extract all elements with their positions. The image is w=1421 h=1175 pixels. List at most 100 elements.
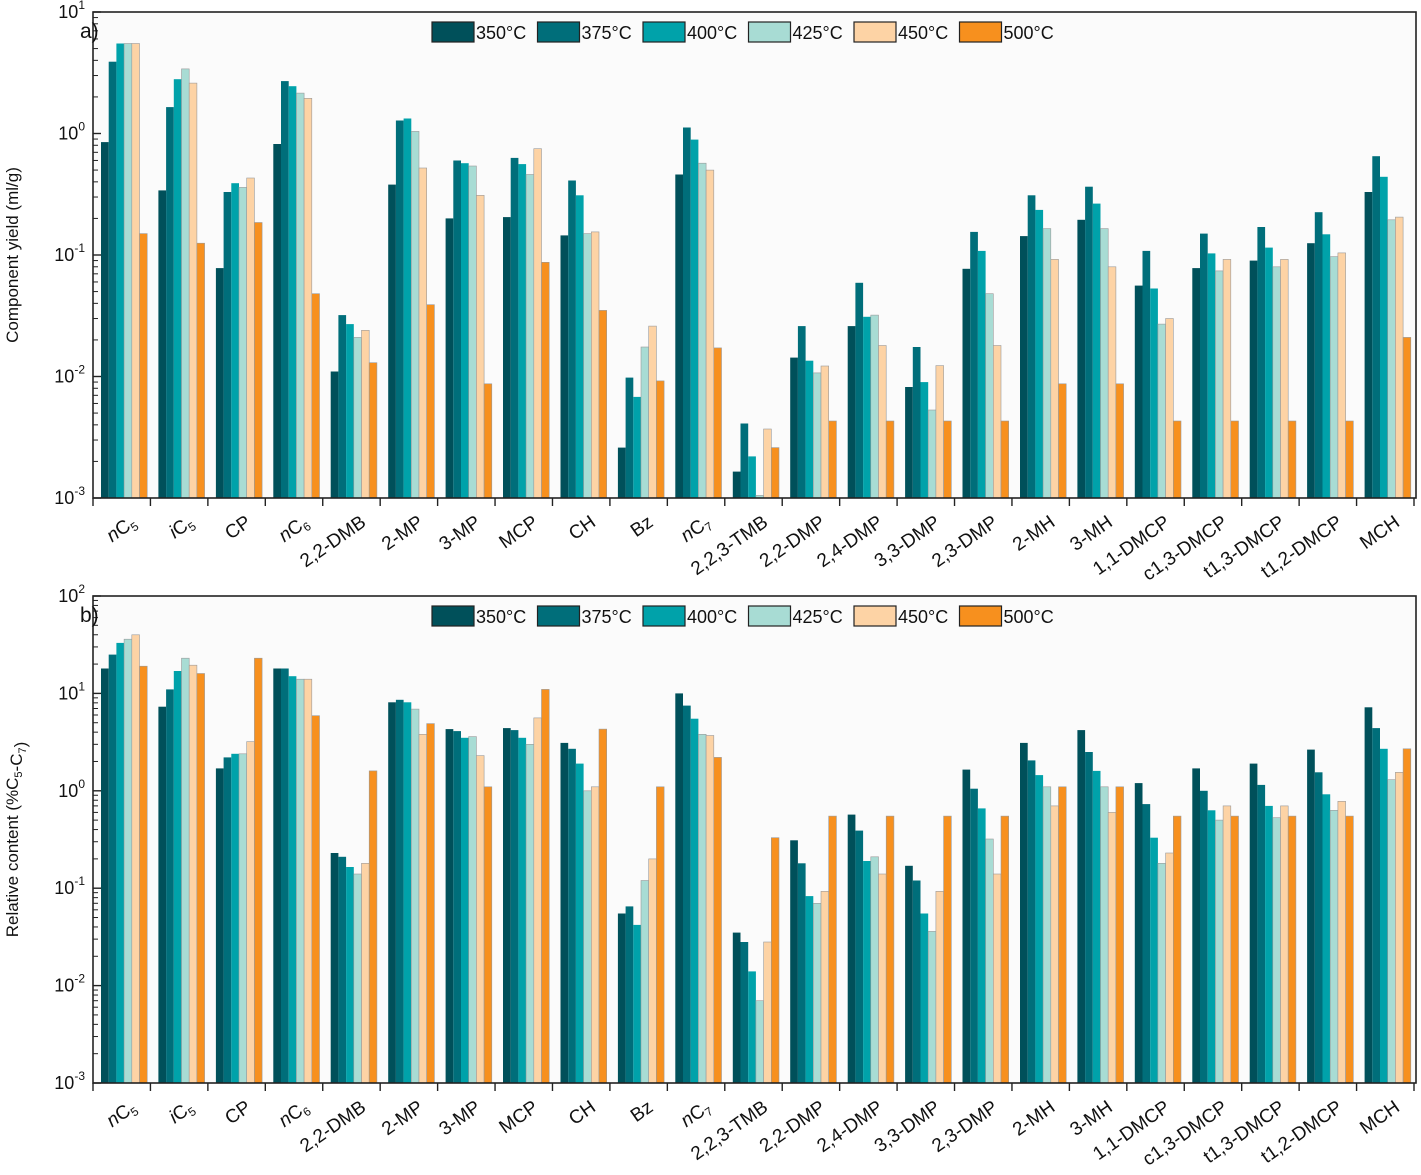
bar — [231, 753, 239, 1083]
bar — [797, 863, 806, 1083]
bar — [533, 717, 542, 1084]
bar — [223, 757, 232, 1083]
bar — [361, 862, 370, 1084]
bar — [640, 880, 649, 1084]
legend-label: 500°C — [1004, 607, 1054, 627]
bar — [1207, 253, 1216, 498]
bar — [426, 304, 435, 499]
bar — [525, 743, 535, 1084]
bar — [139, 665, 148, 1084]
bar — [108, 61, 117, 498]
bar — [1142, 804, 1151, 1083]
bar — [101, 142, 109, 498]
bar — [346, 324, 354, 498]
bar — [905, 865, 913, 1083]
bar — [1402, 748, 1412, 1084]
bar — [683, 705, 691, 1083]
bar — [1000, 420, 1009, 499]
bar — [985, 293, 994, 499]
bar — [1322, 234, 1331, 499]
bar — [705, 735, 715, 1084]
bar — [361, 329, 370, 499]
bar — [338, 315, 347, 498]
bar — [935, 890, 944, 1084]
bar — [246, 177, 255, 499]
bar — [353, 337, 362, 499]
bar — [418, 733, 427, 1084]
bar — [1287, 815, 1297, 1084]
bar — [713, 757, 722, 1084]
bar — [992, 345, 1002, 499]
bar — [790, 840, 798, 1083]
bar — [410, 131, 420, 499]
bar — [468, 736, 477, 1084]
bar — [970, 788, 978, 1083]
bar — [740, 423, 749, 498]
bar — [633, 396, 641, 498]
bar — [763, 428, 772, 499]
bar — [870, 314, 879, 499]
bar — [139, 233, 148, 499]
bar — [518, 164, 527, 498]
bar — [1372, 728, 1380, 1083]
bar — [583, 790, 592, 1084]
bar — [748, 456, 756, 498]
bar — [1085, 752, 1093, 1083]
y-tick-label: 10-2 — [54, 972, 85, 996]
bar — [905, 387, 913, 498]
y-tick-label: 10-3 — [54, 1069, 85, 1093]
bar — [1100, 786, 1109, 1084]
bar — [690, 718, 699, 1083]
bar — [1134, 285, 1143, 498]
bar — [713, 347, 722, 499]
legend-swatch — [853, 605, 897, 627]
bar — [116, 43, 125, 498]
bar — [166, 689, 174, 1083]
bar — [1173, 420, 1182, 499]
bar — [1027, 760, 1036, 1083]
legend-label: 450°C — [898, 23, 948, 43]
bar — [476, 195, 485, 499]
legend-swatch — [642, 21, 686, 43]
legend-swatch — [431, 605, 475, 627]
bar — [927, 931, 937, 1084]
bar — [812, 372, 822, 499]
bar — [912, 880, 921, 1083]
legend-swatch — [853, 21, 897, 43]
bar — [173, 671, 182, 1083]
legend-label: 375°C — [582, 607, 632, 627]
bar — [1272, 817, 1281, 1084]
bar — [770, 447, 780, 499]
bar — [503, 728, 511, 1083]
bar — [878, 873, 887, 1084]
bar — [403, 702, 412, 1083]
bar — [303, 98, 313, 499]
bar — [541, 689, 550, 1084]
bar — [812, 902, 822, 1084]
bar — [656, 380, 665, 499]
bar — [166, 107, 174, 498]
bar — [181, 657, 190, 1084]
legend-label: 400°C — [687, 23, 737, 43]
bar — [1058, 786, 1067, 1084]
bar — [1165, 318, 1174, 499]
bar — [656, 786, 665, 1084]
bar — [311, 293, 320, 499]
bar — [985, 838, 994, 1084]
bar — [732, 471, 741, 498]
bar — [992, 873, 1002, 1084]
bar — [445, 218, 454, 498]
legend-label: 400°C — [687, 607, 737, 627]
bar — [483, 786, 493, 1084]
bar — [690, 139, 699, 498]
y-axis-title: Component yield (ml/g) — [3, 167, 22, 343]
bar — [158, 706, 167, 1083]
bar — [847, 814, 856, 1083]
legend-swatch — [642, 605, 686, 627]
bar — [453, 160, 461, 498]
bar — [1215, 819, 1224, 1084]
legend-label: 375°C — [582, 23, 632, 43]
bar — [181, 68, 190, 499]
y-tick-label: 101 — [58, 0, 85, 22]
